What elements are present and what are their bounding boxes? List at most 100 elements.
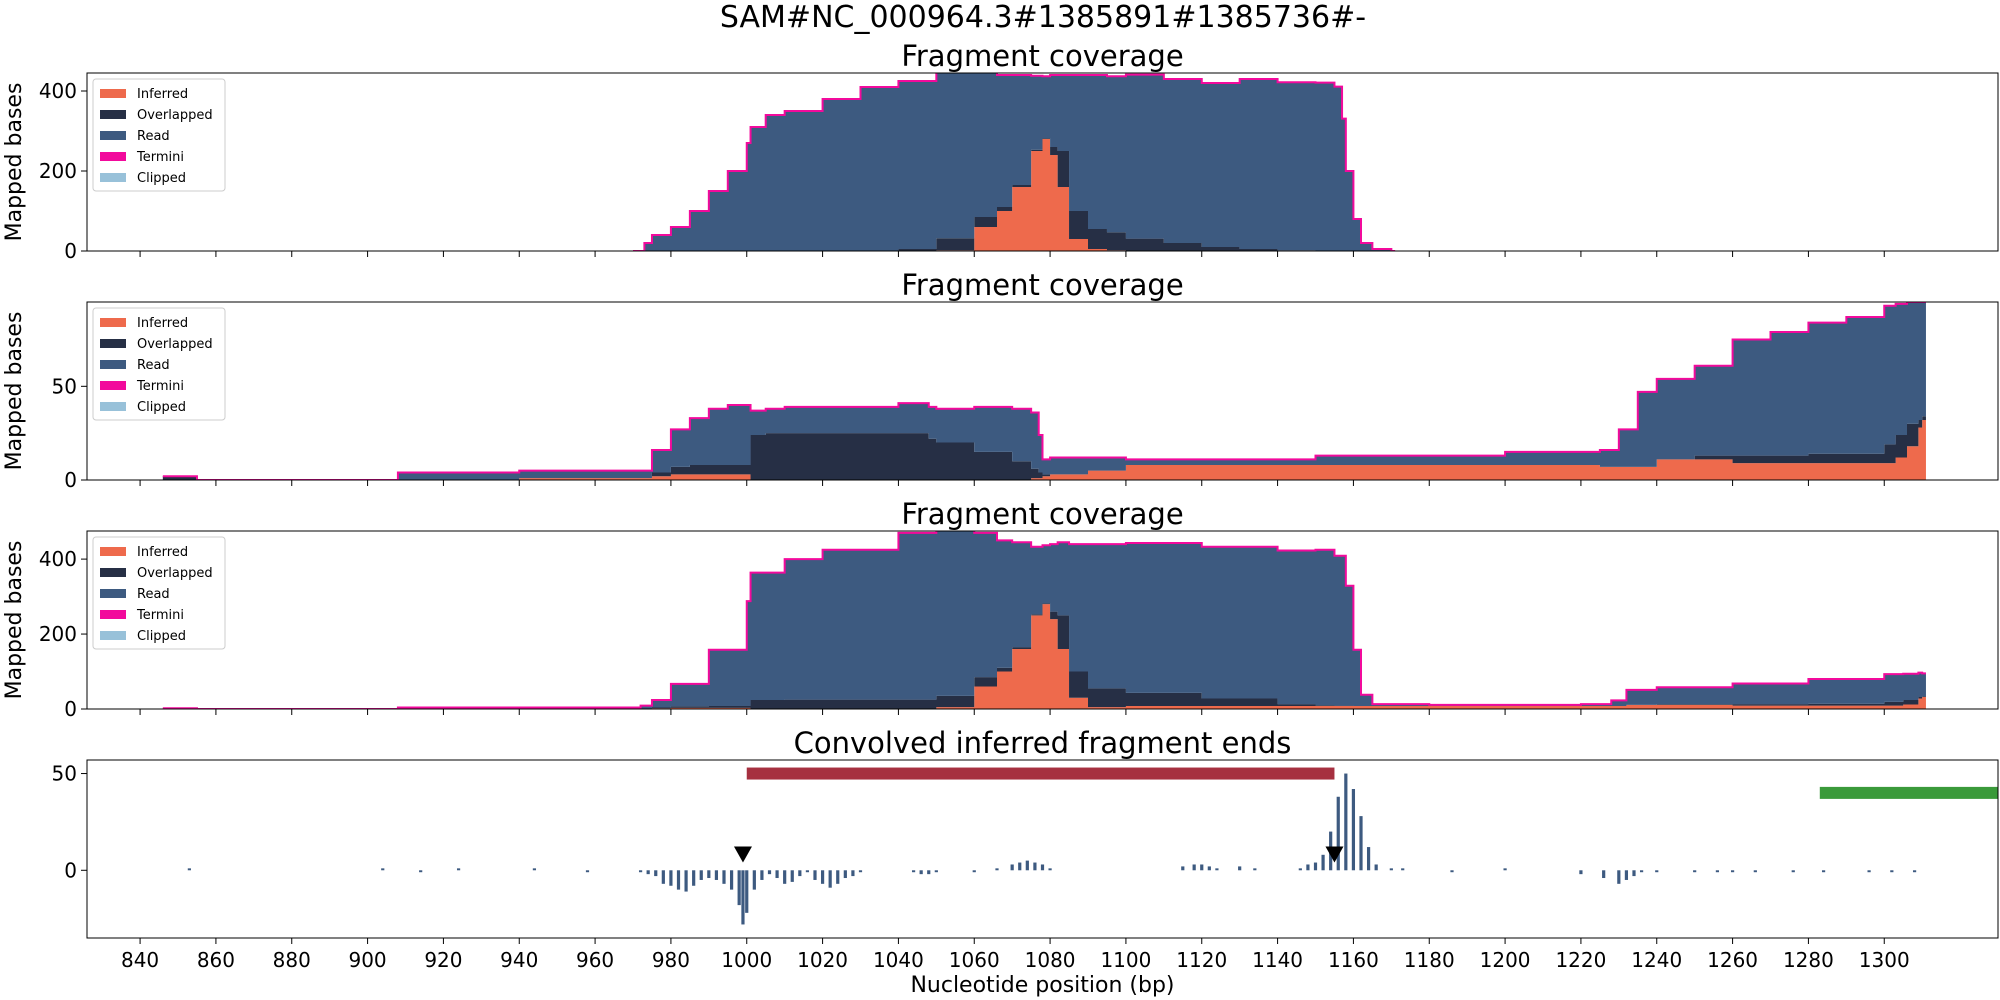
signal-bar	[745, 870, 749, 913]
area-read	[162, 531, 1926, 709]
panel-frame	[86, 301, 1999, 481]
signal-bar	[1867, 870, 1871, 873]
signal-bar	[1351, 789, 1356, 871]
legend-label: Read	[137, 587, 170, 602]
signal-bar	[1450, 870, 1454, 873]
x-tick-label: 900	[348, 948, 386, 972]
signal-bar	[919, 870, 923, 875]
interval-bar	[746, 767, 1335, 780]
triangle-marker	[1325, 846, 1344, 863]
signal-bar	[1359, 816, 1363, 871]
signal-bar	[1639, 870, 1644, 873]
signal-bar	[661, 870, 665, 884]
y-axis-label: Mapped bases	[2, 541, 27, 700]
x-tick-label: 980	[652, 948, 690, 972]
y-tick-label: 0	[64, 239, 77, 263]
signal-bar	[1791, 870, 1795, 873]
legend-label: Inferred	[137, 316, 188, 331]
legend-box	[92, 307, 226, 421]
y-tick-label: 0	[64, 697, 77, 721]
signal-bar	[1306, 864, 1310, 871]
legend-swatch	[100, 110, 126, 119]
panel-title: Convolved inferred fragment ends	[794, 726, 1292, 760]
legend-swatch	[100, 318, 126, 327]
termini-outline	[162, 302, 1926, 480]
signal-bar	[1730, 870, 1735, 873]
x-tick-label: 1240	[1631, 948, 1682, 972]
signal-bar	[1624, 870, 1629, 880]
signal-bar	[911, 870, 916, 873]
signal-bar	[995, 868, 999, 871]
legend-label: Overlapped	[137, 337, 213, 352]
legend-swatch	[100, 402, 126, 411]
legend-swatch	[100, 89, 126, 98]
y-tick-label: 400	[39, 547, 77, 571]
signal-bar	[381, 868, 385, 871]
legend-label: Termini	[136, 150, 184, 165]
signal-bar	[1033, 862, 1037, 871]
legend-box	[92, 78, 226, 192]
signal-bar	[456, 868, 461, 871]
signal-bar	[1912, 870, 1917, 873]
x-tick-label: 1020	[797, 948, 848, 972]
y-tick-label: 0	[64, 468, 77, 492]
x-tick-label: 1140	[1252, 948, 1303, 972]
signal-bar	[767, 870, 772, 875]
y-tick-label: 50	[52, 374, 77, 398]
signal-bar	[1693, 870, 1697, 873]
signal-bar	[1336, 796, 1340, 871]
x-tick-label: 1200	[1480, 948, 1531, 972]
signal-bar	[1374, 864, 1378, 871]
signal-bar	[1298, 868, 1302, 871]
signal-bar	[654, 870, 658, 877]
signal-bar	[858, 870, 863, 873]
signal-bar	[934, 870, 938, 873]
signal-bar	[419, 870, 423, 873]
signal-bar	[638, 870, 643, 873]
panel-frame	[86, 530, 1999, 710]
area-inferred	[633, 139, 1396, 251]
legend-label: Termini	[136, 379, 184, 394]
panel-data	[187, 767, 1998, 925]
x-tick-label: 1120	[1176, 948, 1227, 972]
signal-bar	[1313, 862, 1318, 871]
signal-bar	[1602, 870, 1606, 879]
legend-swatch	[100, 610, 126, 619]
signal-bar	[1048, 868, 1052, 871]
signal-bar	[1632, 870, 1636, 877]
area-read	[162, 302, 1926, 480]
panel-frame	[86, 72, 1999, 252]
panel-data	[633, 73, 1396, 251]
interval-bar	[1819, 786, 1998, 799]
x-tick-label: 1000	[721, 948, 772, 972]
signal-bar	[1366, 847, 1371, 871]
legend-swatch	[100, 339, 126, 348]
legend-label: Clipped	[137, 171, 186, 186]
legend-swatch	[100, 547, 126, 556]
signal-bar	[707, 870, 711, 879]
legend-label: Termini	[136, 608, 184, 623]
legend-swatch	[100, 568, 126, 577]
x-tick-label: 1260	[1707, 948, 1758, 972]
signal-bar	[1040, 864, 1045, 871]
legend-swatch	[100, 381, 126, 390]
figure-title: SAM#NC_000964.3#1385891#1385736#-	[719, 0, 1367, 35]
panel-title: Fragment coverage	[901, 268, 1183, 302]
x-axis-label: Nucleotide position (bp)	[910, 973, 1174, 998]
signal-bar	[1253, 868, 1257, 871]
signal-bar	[783, 870, 787, 884]
y-tick-label: 200	[39, 159, 77, 183]
signal-bar	[1181, 866, 1185, 871]
signal-bar	[760, 870, 764, 880]
signal-bar	[843, 870, 847, 879]
legend-swatch	[100, 631, 126, 640]
signal-bar	[1655, 870, 1659, 873]
signal-bar	[646, 870, 650, 875]
signal-bar	[1503, 868, 1507, 871]
signal-bar	[722, 870, 726, 884]
y-axis-label: Mapped bases	[2, 83, 27, 242]
signal-bar	[775, 870, 779, 879]
signal-bar	[828, 870, 832, 888]
termini-outline	[633, 73, 1396, 251]
signal-bar	[1715, 870, 1720, 873]
